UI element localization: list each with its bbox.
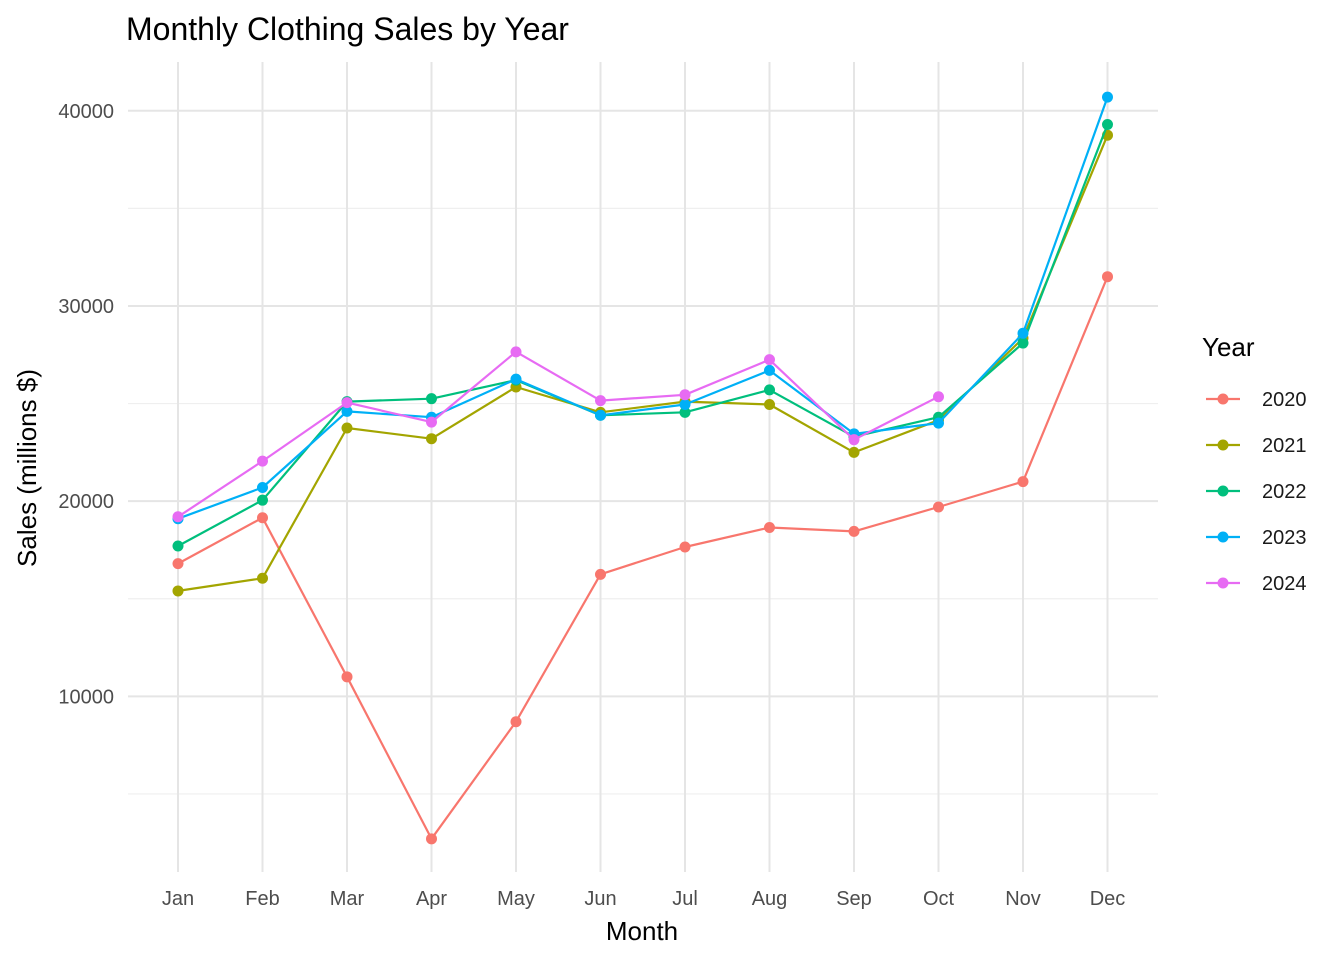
series-line xyxy=(177,134,1109,592)
x-tick-label: Dec xyxy=(1090,888,1126,910)
grid xyxy=(128,62,1158,872)
data-point xyxy=(595,409,606,421)
data-point xyxy=(341,671,353,683)
data-point xyxy=(595,395,606,407)
data-point xyxy=(257,572,268,584)
data-point xyxy=(426,833,437,845)
series-2020 xyxy=(172,271,1113,845)
series-line xyxy=(177,96,1109,520)
data-point xyxy=(257,481,268,493)
legend-label: 2022 xyxy=(1262,481,1307,503)
series-layer xyxy=(172,91,1113,845)
legend-item: 2024 xyxy=(1206,573,1307,595)
data-point xyxy=(341,397,353,409)
legend-item: 2020 xyxy=(1206,389,1307,411)
data-point xyxy=(764,384,775,396)
data-point xyxy=(172,585,184,597)
legend-key-point xyxy=(1217,393,1229,405)
x-tick-label: Aug xyxy=(752,888,788,910)
chart-title: Monthly Clothing Sales by Year xyxy=(126,11,569,47)
y-axis-ticks: 10000 20000 30000 40000 xyxy=(58,101,114,709)
data-point xyxy=(1017,337,1029,349)
x-tick-label: Mar xyxy=(330,888,365,910)
data-point xyxy=(510,373,522,385)
series-2021 xyxy=(172,129,1113,597)
data-point xyxy=(933,391,944,403)
data-point xyxy=(679,399,691,411)
data-point xyxy=(172,511,184,523)
x-tick-label: Oct xyxy=(923,888,955,910)
data-point xyxy=(257,512,268,524)
legend-item: 2023 xyxy=(1206,527,1307,549)
data-point xyxy=(257,494,268,506)
x-tick-label: Sep xyxy=(836,888,872,910)
x-tick-label: Apr xyxy=(416,888,447,910)
data-point xyxy=(426,433,437,445)
data-point xyxy=(848,434,860,446)
data-point xyxy=(764,399,775,411)
data-point xyxy=(1017,476,1029,488)
data-point xyxy=(1102,271,1113,283)
x-tick-label: May xyxy=(497,888,535,910)
y-tick-label: 10000 xyxy=(58,686,114,708)
data-point xyxy=(764,364,775,376)
legend-key-point xyxy=(1217,577,1229,589)
legend-title: Year xyxy=(1202,332,1255,362)
data-point xyxy=(510,346,522,358)
legend-label: 2021 xyxy=(1262,435,1307,457)
data-point xyxy=(341,422,353,434)
data-point xyxy=(595,568,606,580)
data-point xyxy=(426,416,437,428)
data-point xyxy=(679,406,691,418)
data-point xyxy=(679,389,691,401)
y-axis-title: Sales (millions $) xyxy=(12,369,42,567)
data-point xyxy=(257,455,268,467)
data-point xyxy=(848,446,860,458)
data-point xyxy=(679,541,691,553)
legend-label: 2020 xyxy=(1262,389,1307,411)
x-tick-label: Nov xyxy=(1005,888,1041,910)
series-line xyxy=(177,276,1109,840)
data-point xyxy=(764,354,775,366)
data-point xyxy=(764,522,775,534)
x-axis-title: Month xyxy=(606,916,678,946)
legend-key-point xyxy=(1217,531,1229,543)
data-point xyxy=(1102,91,1113,103)
series-2023 xyxy=(172,91,1113,525)
legend: Year 2020 2021 2022 2023 2024 xyxy=(1202,332,1307,595)
x-tick-label: Jun xyxy=(584,888,616,910)
legend-label: 2024 xyxy=(1262,573,1307,595)
legend-label: 2023 xyxy=(1262,527,1307,549)
data-point xyxy=(172,558,184,570)
legend-key-point xyxy=(1217,439,1229,451)
x-axis-ticks: Jan Feb Mar Apr May Jun Jul Aug Sep Oct Nov Dec xyxy=(162,888,1125,910)
legend-item: 2021 xyxy=(1206,435,1307,457)
series-2024 xyxy=(172,346,944,523)
data-point xyxy=(1017,327,1029,339)
data-point xyxy=(426,393,437,405)
series-line xyxy=(177,350,939,518)
x-tick-label: Jul xyxy=(672,888,698,910)
y-tick-label: 30000 xyxy=(58,296,114,318)
y-tick-label: 20000 xyxy=(58,491,114,513)
data-point xyxy=(1102,118,1113,130)
x-tick-label: Jan xyxy=(162,888,194,910)
data-point xyxy=(933,501,944,513)
data-point xyxy=(933,417,944,429)
x-tick-label: Feb xyxy=(245,888,279,910)
y-tick-label: 40000 xyxy=(58,101,114,123)
series-line xyxy=(177,124,1109,547)
legend-item: 2022 xyxy=(1206,481,1307,503)
data-point xyxy=(341,405,353,417)
data-point xyxy=(172,540,184,552)
data-point xyxy=(848,525,860,537)
legend-key-point xyxy=(1217,485,1229,497)
data-point xyxy=(510,716,522,728)
